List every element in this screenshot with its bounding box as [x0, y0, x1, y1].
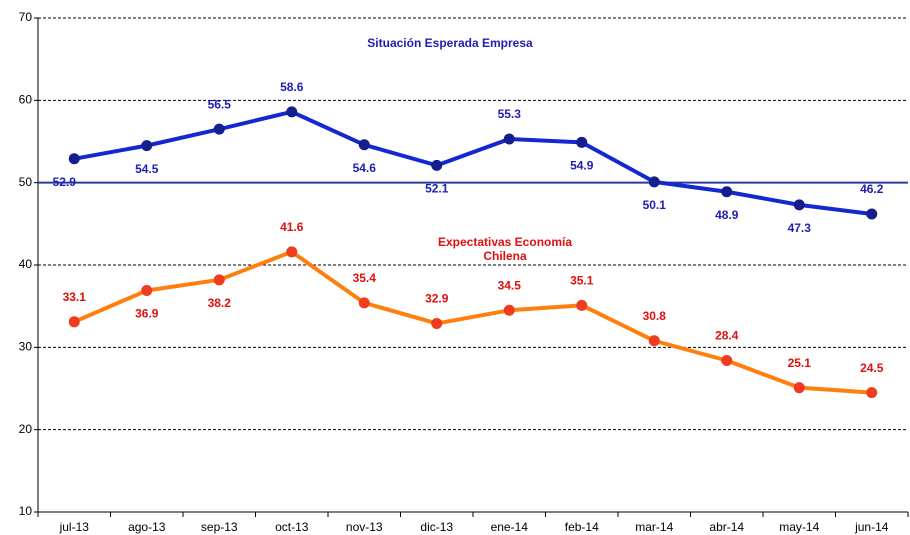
data-point [721, 355, 733, 367]
data-label: 35.1 [570, 274, 594, 288]
series-line [73, 249, 872, 395]
data-point [576, 136, 588, 148]
data-point [358, 297, 370, 309]
x-tick-label: jul-13 [59, 520, 90, 534]
x-tick-label: may-14 [779, 520, 819, 534]
x-tick-label: nov-13 [346, 520, 383, 534]
x-tick-label: jun-14 [854, 520, 889, 534]
y-tick-label: 20 [19, 422, 33, 436]
data-label: 54.6 [353, 161, 377, 175]
data-label: 55.3 [498, 107, 522, 121]
data-label: 52.9 [53, 175, 77, 189]
data-label: 36.9 [135, 307, 159, 321]
data-point [141, 285, 153, 297]
data-label: 41.6 [280, 220, 304, 234]
data-point [793, 382, 805, 394]
data-label: 30.8 [643, 309, 667, 323]
x-tick-label: mar-14 [635, 520, 673, 534]
x-tick-label: oct-13 [275, 520, 309, 534]
data-point [648, 335, 660, 347]
data-label: 25.1 [788, 356, 812, 370]
data-label: 54.9 [570, 158, 594, 172]
data-point [503, 133, 515, 145]
data-label: 54.5 [135, 162, 159, 176]
data-label: 46.2 [860, 182, 884, 196]
data-point [68, 316, 80, 328]
data-label: 58.6 [280, 80, 304, 94]
data-label: 28.4 [715, 329, 739, 343]
data-point [866, 387, 878, 399]
y-tick-label: 10 [19, 504, 33, 518]
x-tick-label: dic-13 [420, 520, 453, 534]
data-point [141, 140, 153, 152]
y-tick-label: 50 [19, 175, 33, 189]
data-label: 38.2 [208, 296, 232, 310]
data-label: 34.5 [498, 278, 522, 292]
series-line [73, 109, 872, 216]
data-point [286, 106, 298, 118]
data-point [286, 246, 298, 258]
data-label: 56.5 [208, 97, 232, 111]
data-point [503, 304, 515, 316]
data-label: 32.9 [425, 292, 449, 306]
data-point [358, 139, 370, 151]
series-annotation: Situación Esperada Empresa [367, 36, 533, 50]
x-tick-label: sep-13 [201, 520, 238, 534]
data-point [431, 159, 443, 171]
data-label: 24.5 [860, 361, 884, 375]
data-point [68, 153, 80, 165]
data-point [213, 123, 225, 135]
data-point [793, 199, 805, 211]
data-point [213, 274, 225, 286]
x-tick-label: feb-14 [565, 520, 599, 534]
y-tick-label: 60 [19, 93, 33, 107]
data-point [648, 176, 660, 188]
x-tick-label: abr-14 [709, 520, 744, 534]
y-tick-label: 40 [19, 257, 33, 271]
data-point [431, 317, 443, 329]
series-annotation: Expectativas Economía Chilena [437, 235, 573, 263]
data-label: 33.1 [63, 290, 87, 304]
y-tick-label: 70 [19, 10, 33, 24]
data-point [866, 208, 878, 220]
x-tick-label: ene-14 [491, 520, 529, 534]
data-label: 47.3 [788, 221, 812, 235]
data-label: 52.1 [425, 182, 449, 196]
data-label: 35.4 [353, 271, 377, 285]
x-tick-label: ago-13 [128, 520, 166, 534]
data-point [721, 186, 733, 198]
data-label: 50.1 [643, 198, 667, 212]
y-tick-label: 30 [19, 340, 33, 354]
data-point [576, 299, 588, 311]
data-label: 48.9 [715, 208, 739, 222]
